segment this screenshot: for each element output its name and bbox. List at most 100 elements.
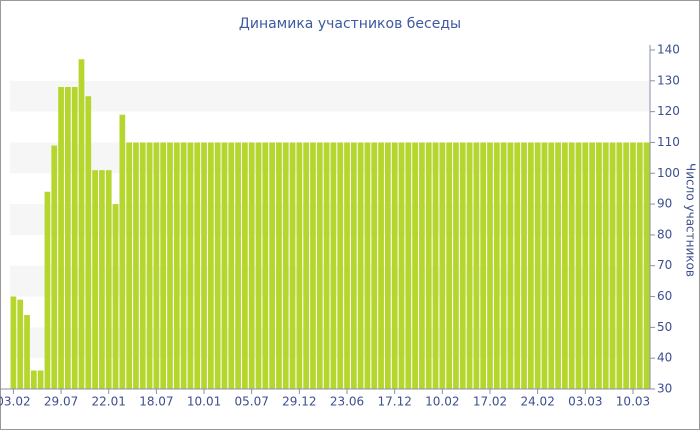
- y-tick-label: 130: [657, 73, 680, 87]
- bar: [466, 142, 473, 389]
- bar: [78, 59, 85, 389]
- bar: [555, 142, 561, 389]
- bar: [201, 142, 207, 389]
- bar: [432, 142, 439, 389]
- bar: [323, 142, 330, 389]
- bar: [364, 142, 371, 389]
- y-tick-label: 80: [657, 227, 672, 241]
- bar: [350, 142, 357, 389]
- bar: [391, 142, 398, 389]
- bar: [405, 142, 412, 389]
- bar: [235, 142, 241, 389]
- bar: [17, 299, 24, 389]
- bar: [276, 142, 282, 389]
- bar: [173, 142, 180, 389]
- bar: [493, 142, 500, 389]
- bar: [378, 142, 384, 389]
- y-tick-label: 120: [657, 104, 680, 118]
- bar: [30, 370, 37, 389]
- bar: [357, 142, 364, 389]
- bar: [112, 204, 119, 389]
- bar: [439, 142, 446, 389]
- x-tick-label: 29.07: [44, 395, 78, 409]
- bar: [596, 142, 602, 389]
- x-tick-label: 10.01: [187, 395, 221, 409]
- bar: [10, 296, 17, 389]
- x-tick-label: 24.02: [520, 395, 554, 409]
- bar: [160, 142, 167, 389]
- bar: [194, 142, 201, 389]
- bar: [575, 142, 582, 389]
- bar: [398, 142, 405, 389]
- bar: [589, 142, 595, 389]
- bar: [643, 142, 650, 389]
- bar: [187, 142, 194, 389]
- bar: [616, 142, 623, 389]
- bar: [453, 142, 459, 389]
- bar: [534, 142, 541, 389]
- bar: [214, 142, 221, 389]
- y-tick-label: 40: [657, 351, 672, 365]
- bar: [568, 142, 575, 389]
- x-tick-label: 03.02: [0, 395, 31, 409]
- bar: [99, 170, 105, 389]
- bar: [602, 142, 609, 389]
- bar: [85, 96, 92, 390]
- y-tick-label: 30: [657, 382, 672, 396]
- bar: [548, 142, 555, 389]
- y-tick-label: 110: [657, 135, 680, 149]
- bar: [385, 142, 391, 389]
- y-axis-label: Число участников: [684, 163, 698, 277]
- bar: [262, 142, 269, 389]
- y-tick-label: 50: [657, 320, 672, 334]
- bar: [541, 142, 548, 389]
- bar: [296, 142, 303, 389]
- x-tick-label: 03.03: [568, 395, 602, 409]
- grid-band: [10, 80, 650, 112]
- bar: [514, 142, 521, 389]
- bar: [282, 142, 289, 389]
- bar: [207, 142, 214, 389]
- bar: [582, 142, 589, 389]
- bar: [180, 142, 187, 389]
- bar: [139, 142, 146, 389]
- bar: [623, 142, 630, 389]
- bar: [228, 142, 235, 389]
- bar: [24, 315, 30, 389]
- x-tick-label: 29.12: [282, 395, 316, 409]
- bar: [446, 142, 453, 389]
- bar: [58, 86, 64, 390]
- bar: [480, 142, 487, 389]
- bar: [310, 142, 316, 389]
- bar: [65, 86, 71, 390]
- bar: [303, 142, 310, 389]
- bar: [248, 142, 255, 389]
- bar: [105, 170, 112, 389]
- bar: [71, 86, 78, 390]
- x-tick-label: 05.07: [235, 395, 269, 409]
- bar: [330, 142, 337, 389]
- bar: [412, 142, 418, 389]
- bar: [562, 142, 568, 389]
- bar: [269, 142, 275, 389]
- bar: [92, 170, 98, 389]
- x-tick-label: 18.07: [139, 395, 173, 409]
- bar: [371, 142, 378, 389]
- bar: [242, 142, 248, 389]
- chart-title: Динамика участников беседы: [239, 16, 461, 32]
- bar: [119, 114, 126, 389]
- bar: [337, 142, 344, 389]
- bar: [37, 370, 44, 389]
- bar: [316, 142, 323, 389]
- x-tick-label: 22.01: [92, 395, 126, 409]
- bar: [507, 142, 514, 389]
- bar: [44, 191, 51, 389]
- y-tick-label: 100: [657, 166, 680, 180]
- bar: [521, 142, 527, 389]
- bar: [289, 142, 296, 389]
- bar: [221, 142, 228, 389]
- bar: [527, 142, 534, 389]
- bar: [146, 142, 153, 389]
- y-tick-label: 70: [657, 258, 672, 272]
